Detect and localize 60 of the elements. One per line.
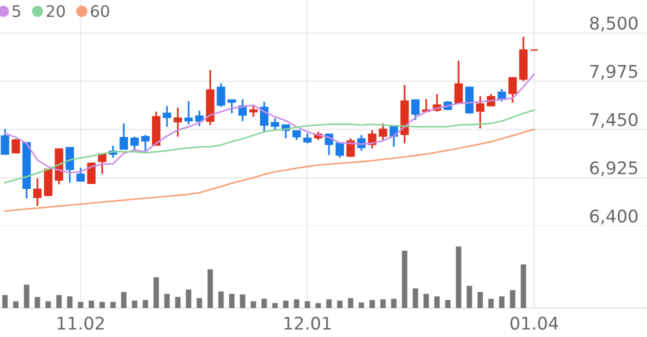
bar bbox=[24, 284, 30, 308]
legend-label: 60 bbox=[90, 5, 110, 18]
bar bbox=[175, 296, 180, 308]
bar bbox=[208, 269, 213, 308]
bar bbox=[402, 250, 408, 308]
legend-label: 20 bbox=[46, 5, 65, 18]
bar bbox=[466, 286, 472, 308]
bar bbox=[272, 303, 278, 308]
bar bbox=[250, 301, 256, 308]
bar bbox=[186, 290, 192, 308]
bar bbox=[304, 301, 310, 308]
bar bbox=[229, 294, 234, 308]
bar bbox=[132, 300, 138, 308]
bar bbox=[412, 288, 418, 308]
bar bbox=[100, 302, 105, 308]
bar bbox=[380, 299, 386, 308]
bar bbox=[110, 302, 116, 308]
bar bbox=[348, 298, 354, 308]
bar bbox=[337, 300, 342, 308]
bar bbox=[67, 296, 72, 308]
x-tick-label: 11.02 bbox=[58, 316, 104, 330]
bar bbox=[121, 292, 126, 308]
bar bbox=[316, 303, 321, 308]
bar bbox=[424, 294, 429, 308]
x-tick-label: 01.04 bbox=[510, 316, 558, 330]
bar bbox=[283, 300, 288, 308]
bar bbox=[520, 264, 526, 308]
bar bbox=[391, 298, 396, 308]
y-tick-label: 8,500 bbox=[590, 16, 638, 32]
bar bbox=[434, 296, 440, 308]
legend-label: 5 bbox=[12, 5, 20, 18]
bar bbox=[358, 302, 364, 308]
bar bbox=[370, 300, 375, 308]
bar bbox=[240, 294, 246, 308]
bar bbox=[218, 291, 224, 308]
bar bbox=[88, 300, 94, 308]
bar bbox=[78, 302, 84, 308]
x-tick-label: 12.01 bbox=[284, 316, 331, 330]
bar bbox=[478, 292, 483, 308]
bar bbox=[510, 290, 516, 308]
bar bbox=[294, 299, 300, 308]
bar bbox=[154, 277, 159, 308]
bar bbox=[46, 301, 51, 308]
y-tick-label: 7,450 bbox=[590, 113, 638, 128]
y-tick-label: 6,925 bbox=[590, 161, 638, 176]
bar bbox=[196, 298, 202, 308]
bar bbox=[13, 301, 18, 308]
bar bbox=[164, 294, 170, 308]
bar bbox=[326, 299, 332, 308]
bar bbox=[262, 298, 267, 308]
y-tick-label: 7,975 bbox=[590, 64, 638, 80]
bar bbox=[445, 300, 450, 308]
bar bbox=[34, 296, 40, 308]
bar bbox=[456, 246, 462, 308]
bar bbox=[56, 295, 62, 308]
bar bbox=[2, 295, 8, 308]
bar bbox=[499, 296, 504, 308]
bar bbox=[142, 300, 148, 308]
bar bbox=[488, 298, 494, 308]
y-tick-label: 6,400 bbox=[590, 210, 638, 224]
